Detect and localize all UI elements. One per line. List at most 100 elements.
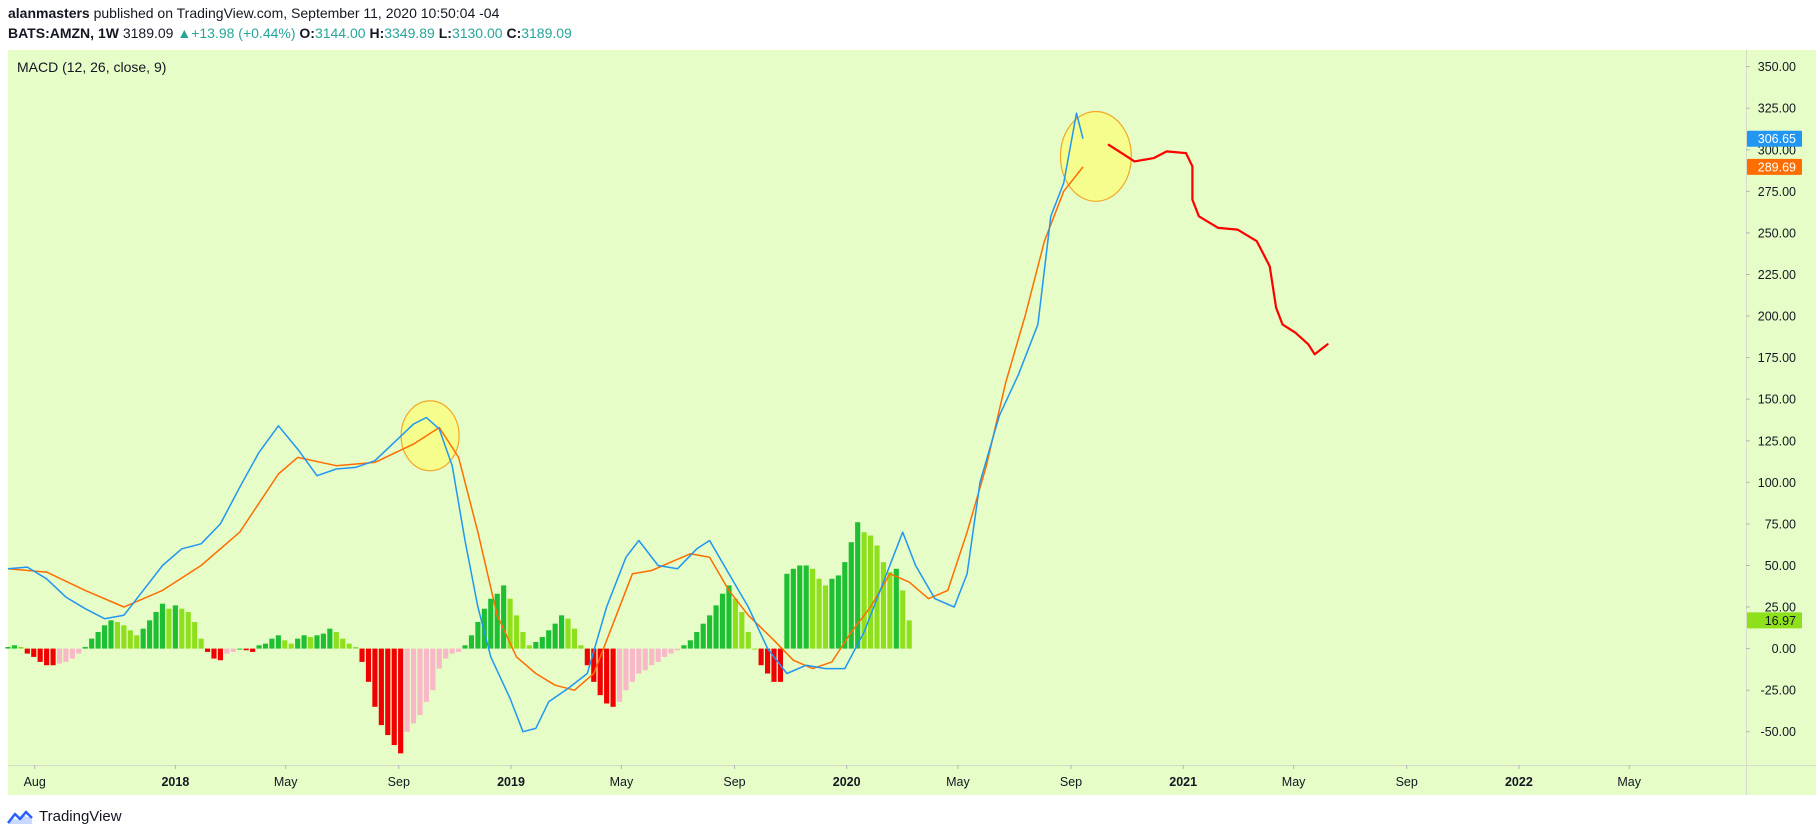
time-tick-label: 2021 bbox=[1169, 775, 1197, 789]
price-label-text: 16.97 bbox=[1765, 614, 1796, 628]
histogram-bar bbox=[11, 645, 18, 649]
histogram-bar bbox=[108, 620, 114, 649]
histogram-bar bbox=[153, 612, 159, 649]
histogram-bar bbox=[610, 648, 616, 707]
histogram-bar bbox=[578, 645, 584, 649]
histogram-bar bbox=[681, 645, 687, 649]
histogram-bar bbox=[552, 623, 558, 649]
histogram-bar bbox=[436, 648, 442, 669]
histogram-bar bbox=[320, 633, 326, 649]
histogram-bar bbox=[655, 648, 661, 662]
histogram-bar bbox=[314, 635, 320, 649]
histogram-bar bbox=[494, 593, 500, 649]
histogram-bar bbox=[301, 635, 307, 649]
histogram-bar bbox=[668, 648, 674, 654]
high-value: 3349.89 bbox=[384, 25, 435, 41]
histogram-bar bbox=[256, 645, 262, 649]
price-tick-label: 175.00 bbox=[1758, 351, 1796, 365]
histogram-bar bbox=[404, 648, 410, 732]
histogram-bar bbox=[443, 648, 449, 659]
histogram-bar bbox=[31, 648, 37, 657]
time-tick-label: Aug bbox=[24, 775, 46, 789]
histogram-bar bbox=[82, 646, 88, 649]
signal-line[interactable] bbox=[7, 166, 1084, 691]
histogram-bar bbox=[423, 648, 429, 702]
freehand-path[interactable] bbox=[1107, 143, 1329, 356]
histogram-bar bbox=[385, 648, 391, 736]
indicator-title[interactable]: MACD (12, 26, close, 9) bbox=[17, 59, 166, 75]
histogram-bar bbox=[24, 648, 30, 654]
change-arrow-icon: ▲ bbox=[177, 25, 192, 41]
histogram-bar bbox=[89, 638, 95, 649]
price-label-text: 306.65 bbox=[1758, 132, 1796, 146]
price-tick-label: 350.00 bbox=[1758, 60, 1796, 74]
time-tick-label: Sep bbox=[723, 775, 745, 789]
histogram-bar bbox=[5, 646, 11, 649]
histogram-bar bbox=[784, 573, 790, 649]
histogram-bar bbox=[662, 648, 668, 657]
price-change: +13.98 (+0.44%) bbox=[191, 25, 296, 41]
histogram-bar bbox=[353, 646, 359, 649]
freehand-drawing[interactable] bbox=[1107, 143, 1329, 356]
macd-line[interactable] bbox=[7, 112, 1084, 733]
histogram-bar bbox=[449, 648, 455, 654]
histogram-bar bbox=[539, 636, 545, 649]
price-tick-label: 75.00 bbox=[1765, 517, 1796, 531]
histogram-bar bbox=[687, 640, 693, 649]
histogram-bar bbox=[172, 605, 178, 649]
histogram-bars bbox=[5, 522, 912, 754]
price-tick-label: 225.00 bbox=[1758, 268, 1796, 282]
histogram-bar bbox=[887, 572, 893, 649]
histogram-bar bbox=[559, 615, 565, 649]
histogram-bar bbox=[636, 648, 642, 674]
histogram-bar bbox=[481, 608, 487, 649]
histogram-bar bbox=[378, 648, 384, 726]
histogram-bar bbox=[56, 648, 63, 664]
price-tick-label: 125.00 bbox=[1758, 434, 1796, 448]
publish-info: alanmasters published on TradingView.com… bbox=[8, 5, 499, 21]
time-axis-background bbox=[8, 765, 1816, 795]
symbol-legend: BATS:AMZN, 1W 3189.09 ▲+13.98 (+0.44%) O… bbox=[8, 25, 572, 41]
histogram-bar bbox=[217, 648, 223, 661]
time-tick-label: May bbox=[1617, 775, 1641, 789]
histogram-bar bbox=[372, 648, 378, 707]
price-axis-ticks[interactable]: 350.00 325.00 300.00 275.00 250.00 225.00 200.… bbox=[1746, 60, 1796, 739]
histogram-bar bbox=[269, 638, 275, 649]
open-label: O: bbox=[299, 25, 315, 41]
price-tick-label: 200.00 bbox=[1758, 310, 1796, 324]
close-value: 3189.09 bbox=[521, 25, 572, 41]
author-name[interactable]: alanmasters bbox=[8, 5, 90, 21]
histogram-bar bbox=[629, 648, 635, 682]
histogram-bar bbox=[243, 648, 249, 651]
histogram-bar bbox=[333, 631, 339, 649]
histogram-bar bbox=[340, 638, 346, 649]
histogram-bar bbox=[848, 542, 854, 649]
price-tick-label: 150.00 bbox=[1758, 393, 1796, 407]
time-tick-label: Sep bbox=[388, 775, 410, 789]
histogram-bar bbox=[50, 648, 56, 666]
histogram-bar bbox=[295, 638, 301, 649]
histogram-bar bbox=[140, 628, 146, 649]
histogram-bar bbox=[398, 648, 404, 754]
histogram-bar bbox=[346, 643, 352, 649]
highlight-ellipse[interactable] bbox=[1059, 110, 1132, 202]
histogram-bar bbox=[507, 598, 513, 649]
tradingview-brand: TradingView bbox=[39, 808, 122, 825]
histogram-bar bbox=[700, 623, 706, 649]
histogram-bar bbox=[513, 615, 520, 649]
histogram-bar bbox=[829, 578, 835, 649]
histogram-bar bbox=[822, 585, 829, 649]
open-value: 3144.00 bbox=[314, 25, 366, 41]
price-label-text: 289.69 bbox=[1758, 160, 1796, 174]
low-value: 3130.00 bbox=[451, 25, 503, 41]
histogram-bar bbox=[906, 620, 912, 649]
histogram-bar bbox=[604, 648, 610, 704]
histogram-bar bbox=[855, 522, 861, 649]
low-label: L: bbox=[438, 25, 452, 41]
histogram-bar bbox=[501, 585, 507, 649]
tradingview-logo[interactable]: TradingView bbox=[6, 808, 122, 825]
time-axis-ticks[interactable]: Aug 2018 May Sep 2019 May Sep 2020 May Sep 2021 May… bbox=[24, 765, 1642, 789]
symbol-name[interactable]: BATS:AMZN, 1W bbox=[8, 25, 119, 41]
histogram-bar bbox=[765, 648, 771, 674]
